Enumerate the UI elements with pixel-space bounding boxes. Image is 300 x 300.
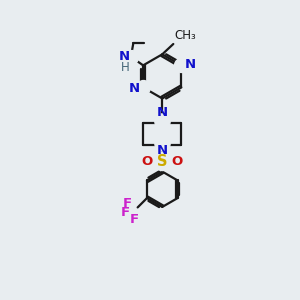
- Text: CH₃: CH₃: [175, 29, 196, 42]
- Text: N: N: [129, 82, 140, 95]
- Text: F: F: [130, 213, 139, 226]
- Text: F: F: [123, 197, 132, 210]
- Text: N: N: [157, 144, 168, 157]
- Text: O: O: [141, 154, 153, 167]
- Text: S: S: [157, 154, 167, 169]
- Text: O: O: [172, 154, 183, 167]
- Text: H: H: [121, 61, 130, 74]
- Text: F: F: [121, 206, 130, 219]
- Text: N: N: [157, 106, 168, 119]
- Text: N: N: [184, 58, 196, 70]
- Text: N: N: [118, 50, 130, 63]
